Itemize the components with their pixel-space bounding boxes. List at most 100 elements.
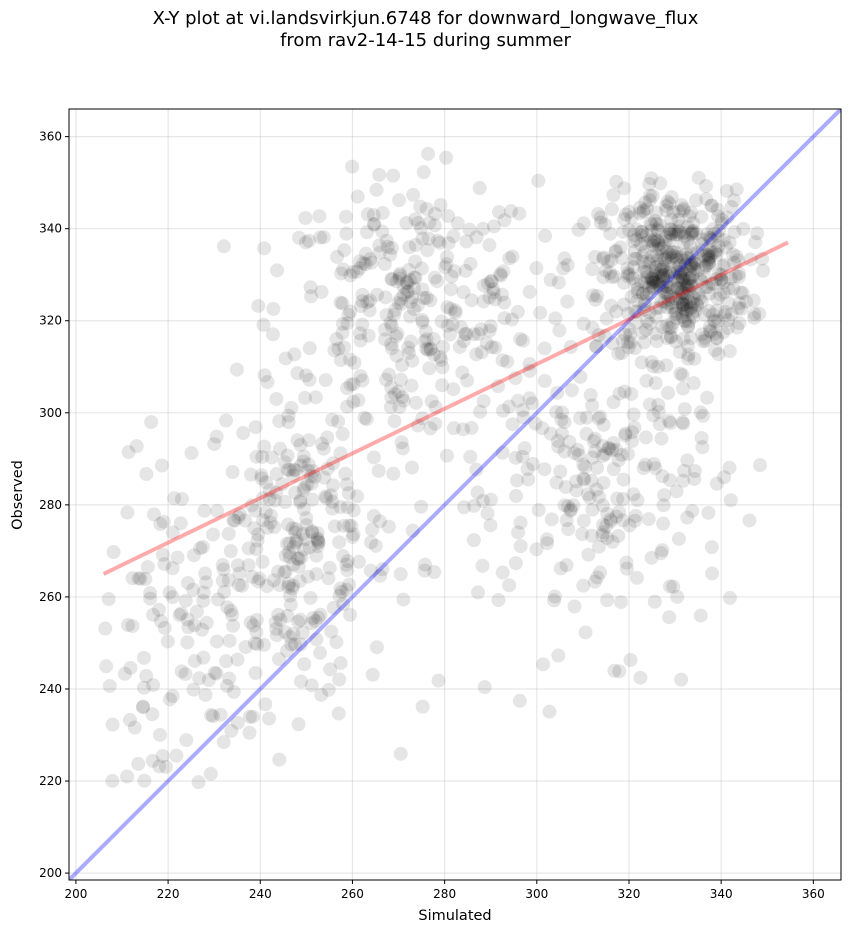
data-point bbox=[257, 241, 272, 256]
data-point bbox=[226, 684, 241, 699]
data-point bbox=[340, 399, 355, 414]
data-point bbox=[353, 333, 368, 348]
data-point bbox=[263, 515, 278, 530]
data-point bbox=[684, 256, 699, 271]
data-point bbox=[707, 226, 722, 241]
data-point bbox=[269, 485, 284, 500]
data-point bbox=[193, 541, 208, 556]
data-point bbox=[242, 725, 257, 740]
data-point bbox=[603, 226, 618, 241]
data-point bbox=[593, 409, 608, 424]
data-point bbox=[674, 262, 689, 277]
data-point bbox=[282, 462, 297, 477]
data-point bbox=[160, 634, 175, 649]
data-point bbox=[684, 226, 699, 241]
data-point bbox=[286, 539, 301, 554]
data-point bbox=[512, 693, 527, 708]
data-point bbox=[624, 289, 639, 304]
data-point bbox=[243, 467, 258, 482]
data-point bbox=[300, 569, 315, 584]
data-point bbox=[649, 205, 664, 220]
data-point bbox=[476, 221, 491, 236]
data-point bbox=[641, 512, 656, 527]
data-point bbox=[729, 249, 744, 264]
data-point bbox=[674, 273, 689, 288]
data-point bbox=[687, 256, 702, 271]
data-point bbox=[668, 334, 683, 349]
data-point bbox=[319, 491, 334, 506]
x-tick-label: 240 bbox=[249, 887, 272, 901]
data-point bbox=[231, 578, 246, 593]
data-point bbox=[593, 210, 608, 225]
data-point bbox=[716, 325, 731, 340]
data-point bbox=[493, 268, 508, 283]
data-point bbox=[418, 557, 433, 572]
data-point bbox=[739, 294, 754, 309]
data-point bbox=[693, 608, 708, 623]
data-point bbox=[537, 373, 552, 388]
data-point bbox=[670, 264, 685, 279]
data-point bbox=[694, 236, 709, 251]
data-point bbox=[392, 193, 407, 208]
data-point bbox=[595, 439, 610, 454]
data-point bbox=[657, 294, 672, 309]
data-point bbox=[704, 540, 719, 555]
data-point bbox=[728, 268, 743, 283]
data-point bbox=[405, 290, 420, 305]
data-point bbox=[473, 404, 488, 419]
data-point bbox=[649, 253, 664, 268]
data-point bbox=[472, 181, 487, 196]
data-point bbox=[251, 298, 266, 313]
data-point bbox=[415, 315, 430, 330]
data-point bbox=[615, 513, 630, 528]
data-point bbox=[254, 468, 269, 483]
data-point bbox=[674, 672, 689, 687]
data-point bbox=[209, 666, 224, 681]
data-point bbox=[483, 319, 498, 334]
data-point bbox=[139, 467, 154, 482]
x-tick-label: 280 bbox=[433, 887, 456, 901]
data-point bbox=[384, 241, 399, 256]
data-point bbox=[595, 498, 610, 513]
data-point bbox=[291, 230, 306, 245]
data-point bbox=[428, 206, 443, 221]
data-point bbox=[606, 395, 621, 410]
data-point bbox=[646, 273, 661, 288]
data-point bbox=[342, 352, 357, 367]
data-point bbox=[423, 421, 438, 436]
data-point bbox=[187, 618, 202, 633]
data-point bbox=[717, 470, 732, 485]
data-point bbox=[355, 294, 370, 309]
data-point bbox=[529, 261, 544, 276]
data-point bbox=[500, 354, 515, 369]
data-point bbox=[326, 600, 341, 615]
data-point bbox=[296, 454, 311, 469]
data-point bbox=[637, 261, 652, 276]
data-point bbox=[533, 305, 548, 320]
data-point bbox=[196, 585, 211, 600]
data-point bbox=[314, 284, 329, 299]
data-point bbox=[420, 342, 435, 357]
data-point bbox=[138, 572, 153, 587]
data-point bbox=[591, 411, 606, 426]
data-point bbox=[184, 446, 199, 461]
data-point bbox=[257, 637, 272, 652]
data-point bbox=[642, 316, 657, 331]
data-point bbox=[702, 286, 717, 301]
data-point bbox=[352, 326, 367, 341]
data-point bbox=[209, 429, 224, 444]
data-point bbox=[372, 245, 387, 260]
data-point bbox=[511, 525, 526, 540]
data-point bbox=[693, 405, 708, 420]
data-point bbox=[393, 746, 408, 761]
data-point bbox=[316, 230, 331, 245]
data-point bbox=[286, 626, 301, 641]
data-point bbox=[257, 439, 272, 454]
data-point bbox=[694, 274, 709, 289]
data-point bbox=[543, 272, 558, 287]
data-point bbox=[407, 281, 422, 296]
data-point bbox=[571, 222, 586, 237]
data-point bbox=[304, 524, 319, 539]
data-point bbox=[663, 280, 678, 295]
data-point bbox=[457, 500, 472, 515]
